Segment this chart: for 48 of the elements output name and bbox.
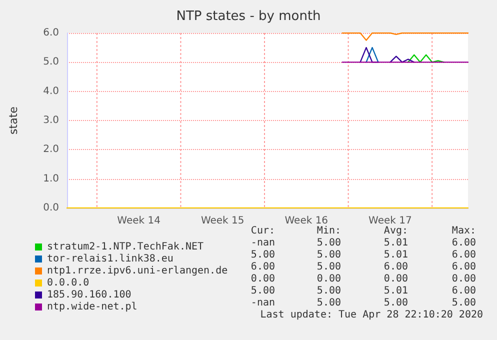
text: 0.00	[316, 274, 342, 284]
y-axis-title: state	[7, 106, 20, 134]
text: Last update: Tue Apr 28 22:10:20 2020	[260, 310, 484, 320]
text: 0.00	[452, 274, 476, 284]
x-tick-label: Week 17	[368, 216, 412, 226]
text: 5.00	[316, 262, 342, 272]
text: 0.00	[384, 274, 408, 284]
text: 5.01	[384, 250, 408, 260]
y-tick-label: 0.0	[43, 202, 59, 214]
y-tick-label: 2.0	[43, 144, 59, 156]
legend-label: 0.0.0.0	[47, 278, 90, 288]
text: 6.00	[452, 286, 476, 296]
text: 5.00	[384, 298, 408, 308]
text: Avg:	[384, 226, 408, 236]
text: 5.00	[316, 238, 342, 248]
y-tick-label: 5.0	[43, 56, 59, 68]
text: 5.01	[384, 238, 408, 248]
x-tick-label: Week 15	[200, 216, 244, 226]
y-tick-label: 6.0	[43, 28, 59, 38]
y-tick-label: 3.0	[43, 115, 59, 126]
legend-label: stratum2-1.NTP.TechFak.NET	[47, 242, 204, 252]
legend-label: tor-relais1.link38.eu	[47, 254, 174, 264]
text: 5.00	[250, 286, 276, 296]
text: 5.00	[316, 286, 342, 296]
legend-label: ntp1.rrze.ipv6.uni-erlangen.de	[47, 266, 228, 276]
text: 6.00	[452, 250, 476, 260]
legend-label: ntp.wide-net.pl	[47, 302, 138, 312]
y-tick-label: 1.0	[43, 173, 59, 184]
text: 5.00	[250, 250, 276, 260]
text: 6.00	[452, 238, 476, 248]
x-tick-label: Week 16	[284, 216, 328, 226]
x-tick-label: Week 14	[117, 216, 160, 226]
text: Max:	[452, 226, 476, 236]
text: 6.00	[452, 262, 476, 272]
text: 5.00	[452, 298, 476, 308]
legend-label: 185.90.160.100	[47, 290, 132, 300]
text: 6.00	[250, 262, 276, 272]
y-tick-label: 4.0	[43, 86, 59, 97]
text: 0.00	[250, 274, 276, 284]
text: -nan	[250, 298, 276, 308]
text: -nan	[250, 238, 276, 248]
chart-title: NTP states - by month	[176, 9, 321, 24]
text: 5.01	[384, 286, 408, 296]
text: 5.00	[316, 250, 342, 260]
text: 6.00	[384, 262, 408, 272]
text: Min:	[316, 226, 342, 236]
text: Cur:	[250, 226, 276, 236]
text: 5.00	[316, 298, 342, 308]
